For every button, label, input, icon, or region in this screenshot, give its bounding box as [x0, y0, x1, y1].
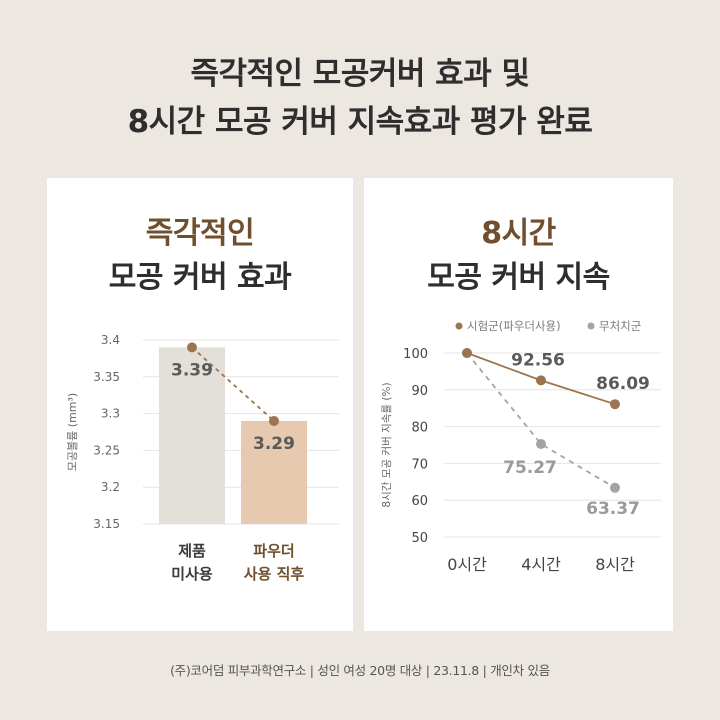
y-tick-label: 60 — [411, 494, 428, 509]
y-tick-label: 3.25 — [93, 443, 120, 457]
data-label: 63.37 — [586, 499, 640, 519]
legend-marker — [587, 322, 595, 330]
line-chart-title-line-2: 모공 커버 지속 — [427, 260, 610, 295]
x-tick-label: 0시간 — [447, 555, 487, 574]
bar-chart: 3.4 3.35 3.3 3.25 3.2 3.15 모공볼륨 (mm³) 3.39 3.29 제… — [66, 333, 339, 583]
bar — [241, 420, 307, 524]
legend-label: 시험군(파우더사용) — [467, 319, 561, 333]
bar-chart-title: 즉각적인 모공 커버 효과 — [47, 212, 353, 300]
data-point — [536, 375, 546, 386]
line-chart-title-line-1: 8시간 — [481, 216, 556, 251]
x-tick-label: 4시간 — [521, 555, 561, 574]
trend-line — [191, 346, 275, 422]
data-point — [610, 399, 620, 410]
headline: 즉각적인 모공커버 효과 및 8시간 모공 커버 지속효과 평가 완료 — [0, 50, 720, 146]
data-label: 3.39 — [171, 360, 213, 380]
bar-chart-card: 즉각적인 모공 커버 효과 3.4 3.35 3.3 3.25 3.2 3.15 모공볼륨 … — [47, 178, 353, 631]
y-axis-label: 8시간 모공 커버 지속률 (%) — [381, 382, 393, 507]
bar-chart-title-line-2: 모공 커버 효과 — [108, 260, 292, 295]
legend-label: 무처치군 — [599, 319, 641, 333]
footer-note: (주)코어덤 피부과학연구소 | 성인 여성 20명 대상 | 23.11.8 … — [170, 663, 550, 678]
data-label: 75.27 — [503, 458, 557, 478]
x-tick-label: 파우더 — [253, 542, 294, 560]
line-chart-title: 8시간 모공 커버 지속 — [364, 212, 673, 300]
x-tick-label: 미사용 — [171, 565, 213, 583]
line-chart: 100 90 80 70 60 50 8시간 모공 커버 지속률 (%) 시험군(파우더사용)… — [381, 319, 661, 574]
data-point — [269, 415, 279, 426]
y-tick-label: 3.2 — [101, 480, 120, 494]
y-tick-label: 3.3 — [101, 407, 120, 421]
y-tick-label: 3.35 — [93, 370, 120, 384]
line-chart-card: 8시간 모공 커버 지속 100 90 80 70 60 50 8시간 모공 커버 지속률 … — [364, 178, 673, 631]
headline-line-1: 즉각적인 모공커버 효과 및 — [190, 56, 530, 92]
data-point — [462, 348, 472, 358]
data-label: 92.56 — [511, 350, 565, 370]
bar-chart-title-line-1: 즉각적인 — [145, 216, 255, 251]
x-tick-label: 8시간 — [595, 555, 635, 574]
data-point — [610, 482, 620, 493]
data-point — [536, 439, 546, 450]
y-tick-label: 70 — [411, 457, 428, 472]
y-tick-label: 3.4 — [101, 333, 120, 347]
y-tick-label: 100 — [403, 347, 428, 362]
y-tick-label: 3.15 — [93, 517, 120, 531]
bar — [159, 347, 225, 524]
headline-line-2: 8시간 모공 커버 지속효과 평가 완료 — [127, 104, 593, 140]
data-label: 86.09 — [596, 374, 650, 394]
series-line — [466, 352, 616, 489]
y-tick-label: 50 — [411, 531, 428, 546]
y-axis-label: 모공볼륨 (mm³) — [66, 393, 79, 471]
data-label: 3.29 — [253, 434, 295, 454]
x-tick-label: 사용 직후 — [244, 565, 305, 583]
y-tick-label: 80 — [411, 421, 428, 436]
legend-marker — [455, 322, 463, 330]
data-point — [187, 342, 197, 353]
x-tick-label: 제품 — [178, 542, 206, 560]
y-tick-label: 90 — [411, 384, 428, 399]
